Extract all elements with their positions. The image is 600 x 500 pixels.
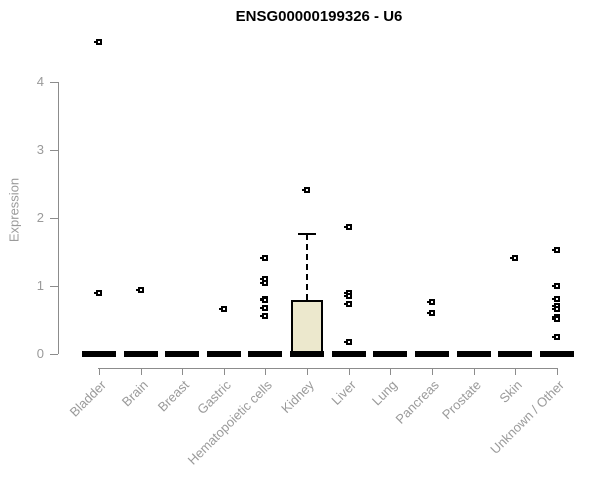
median-bar xyxy=(290,351,325,357)
median-bar xyxy=(456,351,491,357)
chart-title: ENSG00000199326 - U6 xyxy=(235,8,403,25)
x-tick xyxy=(515,368,517,375)
data-point xyxy=(218,306,227,313)
data-point xyxy=(94,289,102,296)
y-tick xyxy=(50,354,58,355)
y-tick xyxy=(50,150,58,151)
whisker xyxy=(306,233,309,301)
x-tick xyxy=(307,368,309,375)
x-tick xyxy=(431,368,433,375)
data-point xyxy=(551,246,560,253)
data-point xyxy=(551,295,560,302)
x-tick xyxy=(182,368,184,375)
median-bar xyxy=(498,351,533,357)
median-bar xyxy=(123,351,158,357)
x-axis-line xyxy=(98,368,558,369)
data-point xyxy=(260,280,269,287)
data-point xyxy=(260,297,269,304)
data-point xyxy=(551,306,560,313)
median-bar xyxy=(414,351,449,357)
x-tick xyxy=(348,368,350,375)
median-bar xyxy=(373,351,408,357)
data-point xyxy=(343,223,352,230)
data-point xyxy=(260,255,269,262)
median-bar xyxy=(331,351,366,357)
median-bar xyxy=(206,351,241,357)
data-point xyxy=(426,299,435,306)
y-tick-label: 0 xyxy=(36,346,44,361)
y-tick-label: 4 xyxy=(36,74,44,89)
data-point xyxy=(343,338,352,345)
data-point xyxy=(343,292,352,299)
data-point xyxy=(302,187,311,194)
y-tick xyxy=(50,82,58,83)
median-bar xyxy=(248,351,283,357)
whisker-cap xyxy=(298,232,317,235)
y-tick xyxy=(50,218,58,219)
data-point xyxy=(343,301,352,308)
data-point xyxy=(260,312,269,319)
data-point xyxy=(135,287,144,294)
median-bar xyxy=(539,351,574,357)
data-point xyxy=(551,316,560,323)
median-bar xyxy=(165,351,200,357)
data-point xyxy=(426,309,435,316)
data-point xyxy=(94,38,102,45)
x-tick xyxy=(140,368,142,375)
x-tick xyxy=(265,368,267,375)
data-point xyxy=(510,255,519,262)
x-tick xyxy=(390,368,392,375)
x-tick xyxy=(223,368,225,375)
x-tick xyxy=(556,368,558,375)
data-point xyxy=(551,334,560,340)
y-tick xyxy=(50,286,58,287)
y-tick-label: 3 xyxy=(36,142,44,157)
y-tick-label: 1 xyxy=(36,278,44,293)
data-point xyxy=(260,305,269,312)
y-axis-line xyxy=(58,82,59,354)
median-bar xyxy=(82,351,116,357)
y-tick-label: 2 xyxy=(36,210,44,225)
x-tick xyxy=(473,368,475,375)
box xyxy=(291,300,324,354)
data-point xyxy=(551,283,560,289)
x-tick xyxy=(99,368,100,375)
